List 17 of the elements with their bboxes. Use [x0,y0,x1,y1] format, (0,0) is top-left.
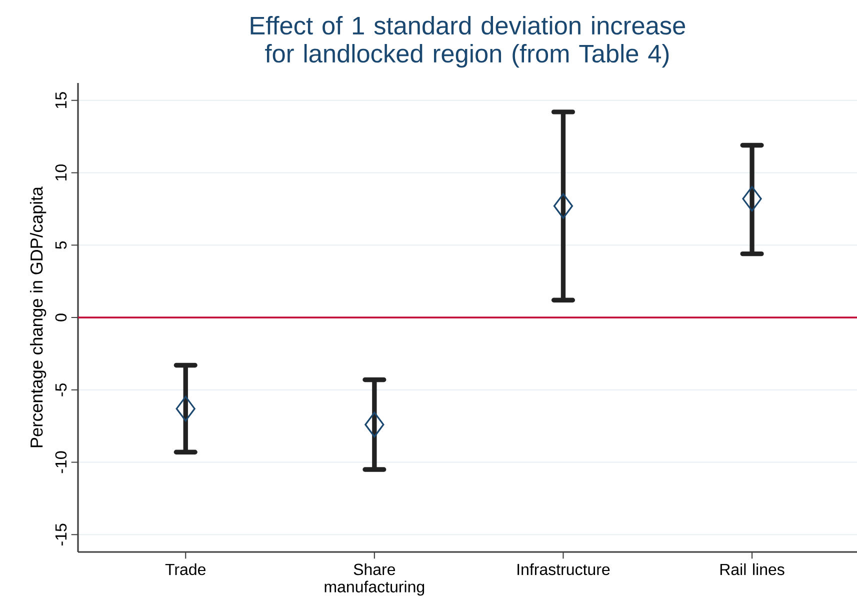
y-axis-title: Percentage change in GDP/capita [30,186,46,448]
x-tick-label: Rail lines [720,563,784,576]
point [742,186,762,212]
y-tick-label: 0 [55,314,67,322]
chart-title: Effect of 1 standard deviation increase for landlocked region (from Table 4) [250,16,686,68]
y-tick-label: -15 [55,524,67,546]
y-tick-label: 5 [55,241,67,249]
x-tick-label: Trade [165,563,206,576]
point [553,193,574,219]
y-tick-label: -10 [55,451,67,474]
y-tick-label: 10 [55,164,67,180]
y-tick-label: -5 [55,383,67,396]
point [176,396,196,422]
x-tick-label: Infrastructure [518,563,610,576]
point [364,412,384,438]
y-tick-label: 15 [55,92,67,108]
x-tick-label: Share manufacturing [324,563,424,596]
